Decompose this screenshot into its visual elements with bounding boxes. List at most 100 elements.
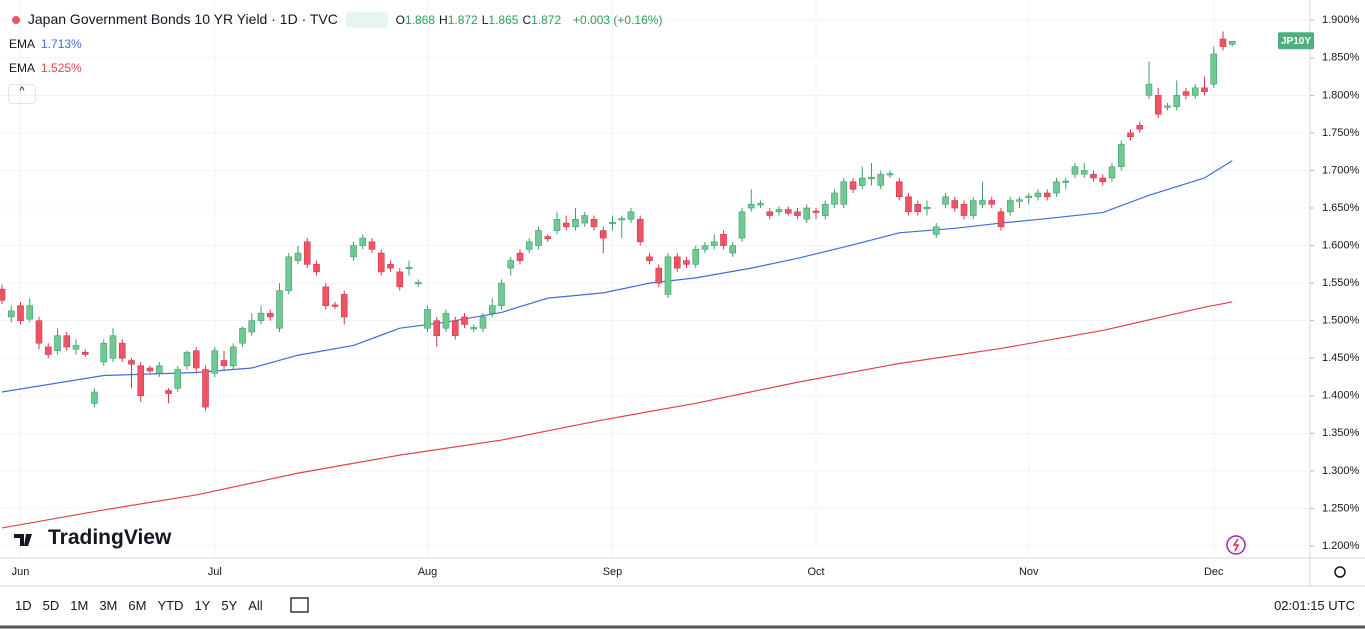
- clock: 02:01:15 UTC: [1274, 598, 1355, 613]
- settings-icon[interactable]: [1334, 566, 1346, 578]
- candle-body: [1025, 195, 1033, 198]
- candle-body: [803, 207, 811, 220]
- candle-body: [646, 256, 653, 261]
- ema-name: EMA: [9, 37, 36, 51]
- candle-body: [627, 211, 635, 220]
- y-tick-label: 1.400%: [1322, 390, 1360, 402]
- candle-body: [1090, 173, 1097, 179]
- candle-body: [1080, 170, 1088, 175]
- candle-body: [331, 304, 339, 307]
- candle-body: [886, 173, 894, 176]
- change: +0.003 (+0.16%): [573, 13, 663, 27]
- candle-body: [812, 210, 820, 213]
- x-tick-label: Aug: [418, 566, 438, 578]
- candle-body: [821, 203, 829, 216]
- candle-body: [303, 241, 311, 265]
- candle-body: [488, 305, 496, 314]
- candle-body: [350, 245, 357, 258]
- candle-body: [1191, 87, 1199, 96]
- candle-body: [248, 320, 256, 333]
- candle-body: [544, 236, 552, 240]
- range-button[interactable]: 5Y: [221, 598, 238, 613]
- candle-body: [858, 177, 866, 186]
- candle-body: [1219, 38, 1227, 47]
- candle-body: [229, 346, 237, 367]
- candle-body: [91, 391, 98, 404]
- y-tick-label: 1.750%: [1322, 127, 1360, 139]
- calendar-icon[interactable]: [290, 597, 309, 613]
- candle-body: [1228, 41, 1236, 45]
- y-tick-label: 1.800%: [1322, 89, 1360, 101]
- range-button[interactable]: 1D: [15, 598, 32, 613]
- candle-body: [1043, 192, 1051, 198]
- ohlc-key: C: [522, 13, 532, 27]
- ohlc-value: 1.872: [531, 13, 562, 27]
- ohlc-item: H1.872: [439, 13, 478, 27]
- candle-body: [1062, 180, 1070, 183]
- brand-logo: [14, 534, 32, 546]
- candle-body: [72, 345, 80, 350]
- ema-legend: EMA 1.713%: [9, 37, 82, 51]
- candle-body: [0, 288, 6, 301]
- range-bar: 1D 5D 1M 3M 6M YTD 1Y 5Y All: [15, 598, 274, 613]
- candle-body: [461, 316, 468, 325]
- candle-body: [202, 369, 209, 408]
- candle-body: [7, 310, 15, 318]
- range-button[interactable]: 6M: [128, 598, 147, 613]
- candle-body: [988, 200, 996, 205]
- status-dot: [12, 16, 20, 24]
- candle-body: [470, 327, 478, 330]
- range-button[interactable]: YTD: [157, 598, 184, 613]
- candle-body: [618, 218, 626, 221]
- ema-value: 1.713%: [41, 37, 82, 51]
- candle-body: [1201, 87, 1208, 92]
- range-button[interactable]: 5D: [42, 598, 60, 613]
- candle-body: [525, 241, 533, 250]
- candle-body: [553, 218, 561, 231]
- ohlc-value: 1.865: [488, 13, 519, 27]
- candle-body: [35, 320, 43, 344]
- candle-body: [498, 282, 505, 306]
- candle-body: [877, 173, 885, 186]
- candle-body: [1006, 200, 1014, 213]
- candle-body: [692, 249, 700, 265]
- candle-body: [784, 209, 792, 214]
- collapse-button[interactable]: ^: [8, 84, 36, 104]
- y-tick-label: 1.500%: [1322, 315, 1360, 327]
- candle-body: [701, 245, 709, 250]
- candle-body: [174, 369, 182, 389]
- range-button[interactable]: 1M: [70, 598, 89, 613]
- y-tick-label: 1.550%: [1322, 277, 1360, 289]
- candle-body: [747, 203, 755, 209]
- candle-body: [923, 206, 931, 210]
- candle-body: [340, 294, 348, 318]
- candle-body: [757, 203, 764, 206]
- candle-body: [1182, 91, 1190, 96]
- candle-body: [26, 305, 34, 320]
- candle-body: [831, 192, 838, 205]
- candle-body: [997, 211, 1005, 228]
- candle-body: [1108, 166, 1116, 179]
- candle-body: [322, 286, 330, 306]
- candle-body: [1210, 53, 1218, 85]
- candle-body: [479, 316, 487, 329]
- lightning-icon[interactable]: [1226, 535, 1246, 555]
- range-button[interactable]: 1Y: [194, 598, 211, 613]
- range-button[interactable]: All: [248, 598, 263, 613]
- candle-body: [710, 241, 718, 246]
- plot: 1.200% 1.250% 1.300% 1.350% 1.400% 1.450% 1.50…: [0, 0, 1360, 578]
- candle-body: [868, 176, 875, 180]
- candle-body: [294, 252, 302, 261]
- range-button[interactable]: 3M: [99, 598, 118, 613]
- y-tick-label: 1.600%: [1322, 239, 1360, 251]
- status-badge[interactable]: [345, 12, 388, 29]
- candle-body: [1071, 166, 1079, 175]
- ema-value: 1.525%: [41, 61, 82, 75]
- candle-body: [118, 342, 126, 359]
- y-tick-label: 1.700%: [1322, 164, 1360, 176]
- candle-body: [664, 256, 672, 295]
- x-tick-label: Jun: [12, 566, 30, 578]
- candle-body: [220, 360, 228, 367]
